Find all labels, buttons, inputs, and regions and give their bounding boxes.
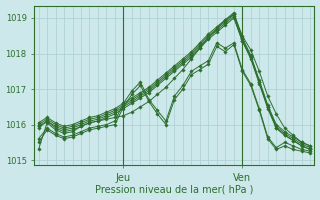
X-axis label: Pression niveau de la mer( hPa ): Pression niveau de la mer( hPa ) [95, 184, 253, 194]
